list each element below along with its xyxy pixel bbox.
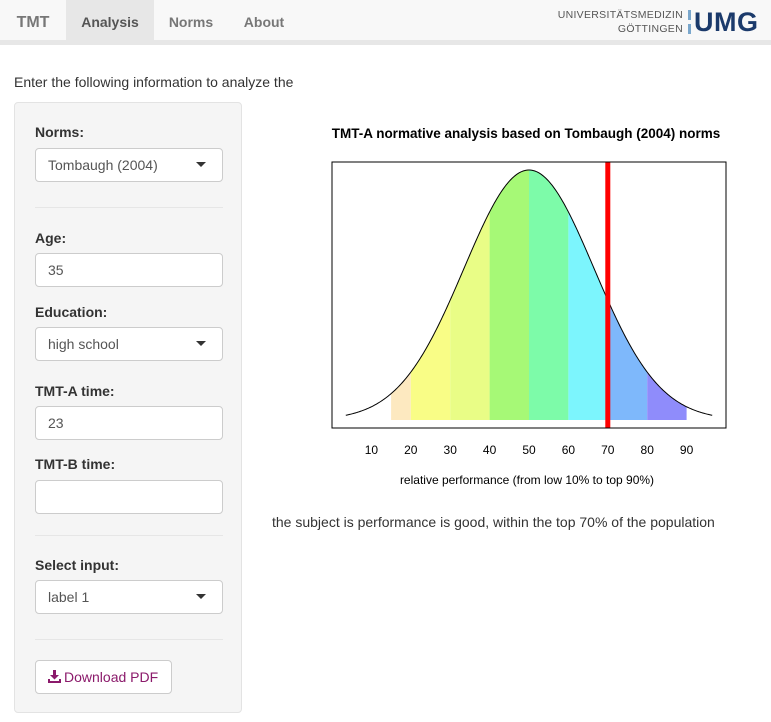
band-20-30 [410, 300, 451, 420]
education-select-value: high school [48, 336, 119, 352]
logo-line-2: GÖTTINGEN [617, 23, 683, 35]
band-30-40 [450, 211, 490, 420]
tmt-a-input[interactable]: 23 [35, 406, 223, 440]
tmt-a-label: TMT-A time: [35, 383, 115, 399]
download-pdf-button[interactable]: Download PDF [35, 660, 172, 694]
divider [35, 535, 223, 536]
x-tick-label: 80 [641, 443, 655, 457]
plot-frame [331, 161, 727, 429]
x-tick-label: 40 [483, 443, 497, 457]
logo-separator [688, 10, 691, 20]
umg-logo: UNIVERSITÄTSMEDIZIN GÖTTINGEN UMG [553, 6, 765, 38]
x-tick-label: 20 [404, 443, 418, 457]
tab-about[interactable]: About [243, 14, 285, 30]
performance-chart: TMT-A normative analysis based on Tombau… [331, 126, 727, 487]
divider [35, 207, 223, 208]
band-15-20 [391, 372, 411, 420]
x-tick-label: 50 [522, 443, 536, 457]
intro-text: Enter the following information to analy… [14, 74, 294, 90]
education-label: Education: [35, 304, 108, 320]
x-tick-label: 10 [365, 443, 379, 457]
education-select[interactable]: high school [35, 327, 223, 361]
brand-link[interactable]: TMT [16, 14, 50, 31]
select-input[interactable]: label 1 [35, 580, 223, 614]
band-50-60 [529, 170, 569, 420]
chevron-down-icon [196, 162, 206, 167]
logo-separator-2 [688, 24, 691, 34]
band-60-70 [568, 211, 608, 420]
band-70-80 [607, 300, 648, 420]
age-input[interactable]: 35 [35, 253, 223, 287]
logo-line-1: UNIVERSITÄTSMEDIZIN [557, 9, 683, 21]
distribution-curve [345, 169, 713, 416]
x-tick-label: 70 [601, 443, 615, 457]
chevron-down-icon [196, 594, 206, 599]
x-tick-label: 90 [680, 443, 694, 457]
chart-title: TMT-A normative analysis based on Tombau… [332, 126, 721, 141]
norms-label: Norms: [35, 124, 85, 140]
download-icon [48, 670, 61, 683]
performance-bands [391, 170, 687, 420]
tab-analysis[interactable]: Analysis [66, 0, 154, 45]
norms-select-value: Tombaugh (2004) [48, 157, 158, 173]
x-tick-label: 60 [562, 443, 576, 457]
logo-mark: UMG [694, 7, 759, 37]
x-axis-label: relative performance (from low 10% to to… [400, 473, 654, 487]
select-input-label: Select input: [35, 557, 120, 573]
chevron-down-icon [196, 341, 206, 346]
tmt-b-label: TMT-B time: [35, 456, 116, 472]
select-input-value: label 1 [48, 589, 90, 605]
subject-marker [605, 162, 611, 428]
x-axis-ticks: 10 20 30 40 50 60 70 80 90 [365, 443, 694, 457]
navbar: TMT Analysis Norms About UNIVERSITÄTSMED… [0, 0, 771, 45]
band-40-50 [489, 170, 529, 420]
download-pdf-label: Download PDF [64, 669, 159, 685]
tmt-b-input[interactable] [35, 480, 223, 514]
tab-norms[interactable]: Norms [168, 14, 214, 30]
norms-select[interactable]: Tombaugh (2004) [35, 148, 223, 182]
x-tick-label: 30 [444, 443, 458, 457]
divider [35, 639, 223, 640]
input-panel: Norms: Tombaugh (2004) Age: 35 Education… [14, 102, 242, 713]
result-text: the subject is performance is good, with… [272, 514, 715, 530]
age-label: Age: [35, 230, 67, 246]
